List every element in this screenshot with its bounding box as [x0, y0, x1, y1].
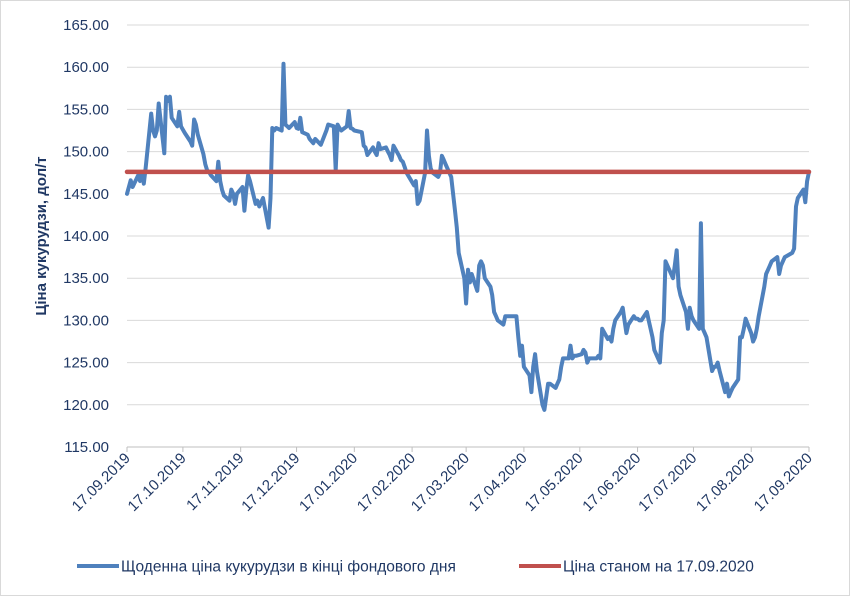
- y-tick-label: 125.00: [63, 355, 109, 372]
- x-tick-label: 17.06.2020: [579, 450, 644, 515]
- series-lines: [124, 61, 812, 412]
- legend-label: Щоденна ціна кукурудзи в кінці фондового…: [121, 559, 456, 576]
- x-tick-label: 17.09.2019: [69, 450, 134, 515]
- y-tick-label: 155.00: [63, 101, 109, 118]
- y-tick-label: 160.00: [63, 59, 109, 76]
- y-tick-label: 165.00: [63, 17, 109, 34]
- x-tick-label: 17.05.2020: [522, 450, 587, 515]
- x-tick-label: 17.12.2019: [238, 450, 303, 515]
- x-tick-label: 17.07.2020: [635, 450, 700, 515]
- y-axis-tick-labels: 115.00 120.00 125.00 130.00 135.00 140.00 145.…: [63, 17, 109, 456]
- x-tick-label: 17.01.2020: [296, 450, 361, 515]
- x-tick-label: 17.08.2020: [693, 450, 758, 515]
- legend: Щоденна ціна кукурудзи в кінці фондового…: [77, 559, 754, 576]
- y-tick-label: 140.00: [63, 228, 109, 245]
- y-tick-label: 115.00: [64, 439, 109, 456]
- y-axis-title: Ціна кукурудзи, дол/т: [33, 156, 50, 315]
- y-tick-label: 145.00: [63, 186, 109, 203]
- x-tick-label: 17.11.2019: [183, 450, 247, 514]
- y-tick-label: 120.00: [63, 397, 109, 414]
- x-tick-label: 17.10.2019: [125, 450, 190, 515]
- grid-lines: [127, 24, 809, 406]
- y-tick-label: 130.00: [63, 312, 109, 329]
- daily-price-line: [125, 61, 811, 412]
- x-tick-label: 17.09.2020: [751, 450, 816, 515]
- y-tick-label: 135.00: [63, 270, 109, 287]
- legend-label: Ціна станом на 17.09.2020: [563, 559, 754, 576]
- y-tick-label: 150.00: [63, 144, 109, 161]
- x-tick-label: 17.03.2020: [408, 450, 473, 515]
- x-axis-tick-labels: 17.09.201917.10.201917.11.201917.12.2019…: [69, 447, 816, 515]
- x-tick-label: 17.04.2020: [466, 450, 531, 515]
